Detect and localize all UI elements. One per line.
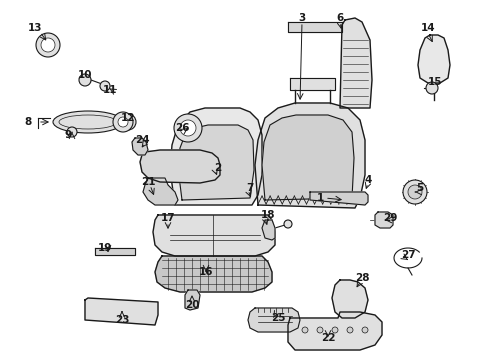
Text: 2: 2 (214, 163, 221, 173)
Text: 14: 14 (420, 23, 434, 33)
Text: 20: 20 (184, 300, 199, 310)
Text: 1: 1 (316, 193, 323, 203)
Circle shape (425, 82, 437, 94)
Polygon shape (309, 192, 367, 205)
Circle shape (331, 327, 337, 333)
Polygon shape (254, 103, 364, 208)
Circle shape (284, 220, 291, 228)
Circle shape (180, 120, 196, 136)
Polygon shape (153, 215, 274, 256)
Polygon shape (178, 125, 253, 200)
Text: 25: 25 (270, 313, 285, 323)
Circle shape (346, 327, 352, 333)
Text: 3: 3 (298, 13, 305, 23)
Polygon shape (132, 138, 148, 155)
Text: 17: 17 (161, 213, 175, 223)
Circle shape (316, 327, 323, 333)
Circle shape (113, 112, 133, 132)
Polygon shape (140, 150, 220, 183)
Circle shape (361, 327, 367, 333)
Polygon shape (339, 18, 371, 108)
Text: 22: 22 (320, 333, 335, 343)
Text: 4: 4 (364, 175, 371, 185)
Text: 5: 5 (415, 183, 423, 193)
Text: 6: 6 (336, 13, 343, 23)
Circle shape (407, 185, 421, 199)
Text: 13: 13 (28, 23, 42, 33)
Polygon shape (287, 312, 381, 350)
Text: 10: 10 (78, 70, 92, 80)
Polygon shape (331, 280, 367, 318)
Text: 19: 19 (98, 243, 112, 253)
Text: 11: 11 (102, 85, 117, 95)
Text: 28: 28 (354, 273, 368, 283)
Polygon shape (417, 35, 449, 83)
Circle shape (41, 38, 55, 52)
Polygon shape (289, 78, 334, 90)
Polygon shape (262, 115, 353, 200)
Text: 12: 12 (121, 113, 135, 123)
Circle shape (174, 114, 202, 142)
Circle shape (402, 180, 426, 204)
Polygon shape (142, 178, 178, 205)
Polygon shape (287, 22, 341, 32)
Text: 16: 16 (198, 267, 213, 277)
Polygon shape (184, 290, 200, 310)
Circle shape (67, 127, 77, 137)
Polygon shape (85, 298, 158, 325)
Text: 18: 18 (260, 210, 275, 220)
Text: 27: 27 (400, 250, 414, 260)
Polygon shape (170, 108, 262, 205)
Polygon shape (155, 256, 271, 292)
Polygon shape (262, 220, 274, 240)
Text: 8: 8 (24, 117, 32, 127)
Ellipse shape (53, 111, 123, 133)
Text: 15: 15 (427, 77, 441, 87)
Polygon shape (247, 308, 299, 332)
Circle shape (79, 74, 91, 86)
Text: 9: 9 (64, 130, 71, 140)
Circle shape (36, 33, 60, 57)
Circle shape (118, 117, 128, 127)
Text: 29: 29 (382, 213, 396, 223)
Circle shape (100, 81, 110, 91)
Text: 21: 21 (141, 177, 155, 187)
Circle shape (302, 327, 307, 333)
Text: 23: 23 (115, 315, 129, 325)
Polygon shape (374, 212, 392, 228)
Circle shape (120, 114, 136, 130)
Text: 7: 7 (246, 183, 253, 193)
Text: 26: 26 (174, 123, 189, 133)
Text: 24: 24 (134, 135, 149, 145)
Polygon shape (95, 248, 135, 255)
